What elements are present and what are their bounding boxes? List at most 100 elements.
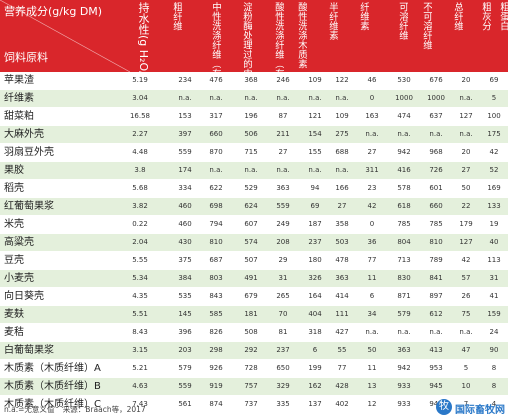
feed-name: 稻壳 (4, 183, 24, 194)
table-cell: 579 (178, 364, 192, 372)
table-cell: 919 (209, 382, 223, 390)
table-cell: 968 (429, 148, 443, 156)
table-cell: 317 (209, 112, 223, 120)
table-cell: 46 (367, 76, 377, 84)
table-cell: 237 (308, 238, 322, 246)
table-cell: 624 (244, 202, 258, 210)
table-cell: 11 (367, 274, 377, 282)
table-cell: 77 (337, 364, 347, 372)
feed-name: 豆壳 (4, 255, 24, 266)
table-cell: 375 (178, 256, 192, 264)
table-cell: 794 (209, 220, 223, 228)
table-cell: 933 (397, 382, 411, 390)
table-cell: 698 (209, 202, 223, 210)
feed-name: 纤维素 (4, 93, 34, 104)
table-cell: 384 (178, 274, 192, 282)
table-cell: 5.51 (132, 310, 148, 318)
table-cell: 713 (397, 256, 411, 264)
table-cell: 810 (209, 238, 223, 246)
table-cell: 42 (367, 202, 377, 210)
table-cell: 687 (209, 256, 223, 264)
table-cell: 942 (397, 364, 411, 372)
table-cell: 75 (461, 310, 471, 318)
feed-name: 高粱壳 (4, 237, 34, 248)
feed-name: 红葡萄果浆 (4, 201, 54, 212)
table-cell: 0 (369, 220, 375, 228)
header-diagonal-line (0, 0, 130, 72)
table-cell: 826 (209, 328, 223, 336)
table-cell: 335 (276, 400, 290, 408)
feed-name: 大麻外壳 (4, 129, 44, 140)
table-cell: 363 (276, 184, 290, 192)
table-cell: 3.82 (132, 202, 148, 210)
table-cell: 601 (429, 184, 443, 192)
table-row: 木质素（木质纤维）A 5.21 579 926 728 650 199 77 11 942 953 5… (0, 360, 508, 378)
table-cell: 20 (461, 76, 471, 84)
table-row: 米壳 0.22 460 794 607 249 187 358 0 785 785 179 19 (0, 216, 508, 234)
table-cell: 163 (365, 112, 379, 120)
table-cell: 559 (178, 382, 192, 390)
table-cell: 843 (209, 292, 223, 300)
table-cell: 237 (276, 346, 290, 354)
table-cell: 292 (244, 346, 258, 354)
table-cell: 249 (276, 220, 290, 228)
feed-name: 白葡萄果浆 (4, 345, 54, 356)
table-cell: 298 (209, 346, 223, 354)
table-cell: 413 (429, 346, 443, 354)
table-cell: 3.8 (134, 166, 146, 174)
table-cell: n.a. (397, 130, 411, 138)
feed-name: 羽扇豆外壳 (4, 147, 54, 158)
table-cell: 1000 (395, 94, 413, 102)
table-cell: 196 (244, 112, 258, 120)
table-cell: 234 (178, 76, 192, 84)
table-cell: 5.34 (132, 274, 148, 282)
table-cell: 618 (397, 202, 411, 210)
table-cell: 529 (244, 184, 258, 192)
table-cell: 199 (308, 364, 322, 372)
column-header-11: 总纤维 (452, 2, 463, 31)
table-cell: 10 (461, 382, 471, 390)
feed-name: 向日葵壳 (4, 291, 44, 302)
table-cell: 1000 (427, 94, 445, 102)
feed-name: 麦麸 (4, 309, 24, 320)
table-cell: 561 (178, 400, 192, 408)
table-cell: 612 (429, 310, 443, 318)
table-cell: 41 (489, 292, 499, 300)
table-cell: 358 (335, 220, 349, 228)
table-cell: 660 (429, 202, 443, 210)
table-cell: 90 (489, 346, 499, 354)
table-cell: 933 (397, 400, 411, 408)
table-cell: 174 (178, 166, 192, 174)
table-cell: 133 (487, 202, 501, 210)
feed-name: 甜菜粕 (4, 111, 34, 122)
table-cell: 363 (397, 346, 411, 354)
table-cell: 27 (367, 148, 377, 156)
table-row: 豆壳 5.55 375 687 507 29 180 478 77 713 789 42 113 (0, 252, 508, 270)
table-row: 稻壳 5.68 334 622 529 363 94 166 23 578 601 50 169 (0, 180, 508, 198)
table-cell: 27 (278, 148, 288, 156)
table-cell: 3.04 (132, 94, 148, 102)
footnote: n.a.=无意义值 (4, 405, 55, 414)
table-cell: 460 (178, 202, 192, 210)
table-cell: 127 (459, 112, 473, 120)
table-cell: 506 (244, 130, 258, 138)
feed-name: 苹果渣 (4, 75, 34, 86)
table-cell: n.a. (365, 130, 379, 138)
table-cell: n.a. (429, 130, 443, 138)
table-cell: 57 (461, 274, 471, 282)
table-cell: 953 (429, 364, 443, 372)
table-cell: 804 (397, 238, 411, 246)
table-cell: 622 (209, 184, 223, 192)
table-cell: n.a. (397, 328, 411, 336)
table-cell: 363 (335, 274, 349, 282)
table-cell: n.a. (276, 166, 290, 174)
table-cell: 2.04 (132, 238, 148, 246)
table-cell: 211 (276, 130, 290, 138)
table-header (0, 0, 508, 72)
table-cell: 871 (397, 292, 411, 300)
table-cell: 4.35 (132, 292, 148, 300)
table-cell: 326 (308, 274, 322, 282)
table-cell: 507 (244, 256, 258, 264)
table-cell: 726 (429, 166, 443, 174)
table-cell: 12 (367, 400, 377, 408)
